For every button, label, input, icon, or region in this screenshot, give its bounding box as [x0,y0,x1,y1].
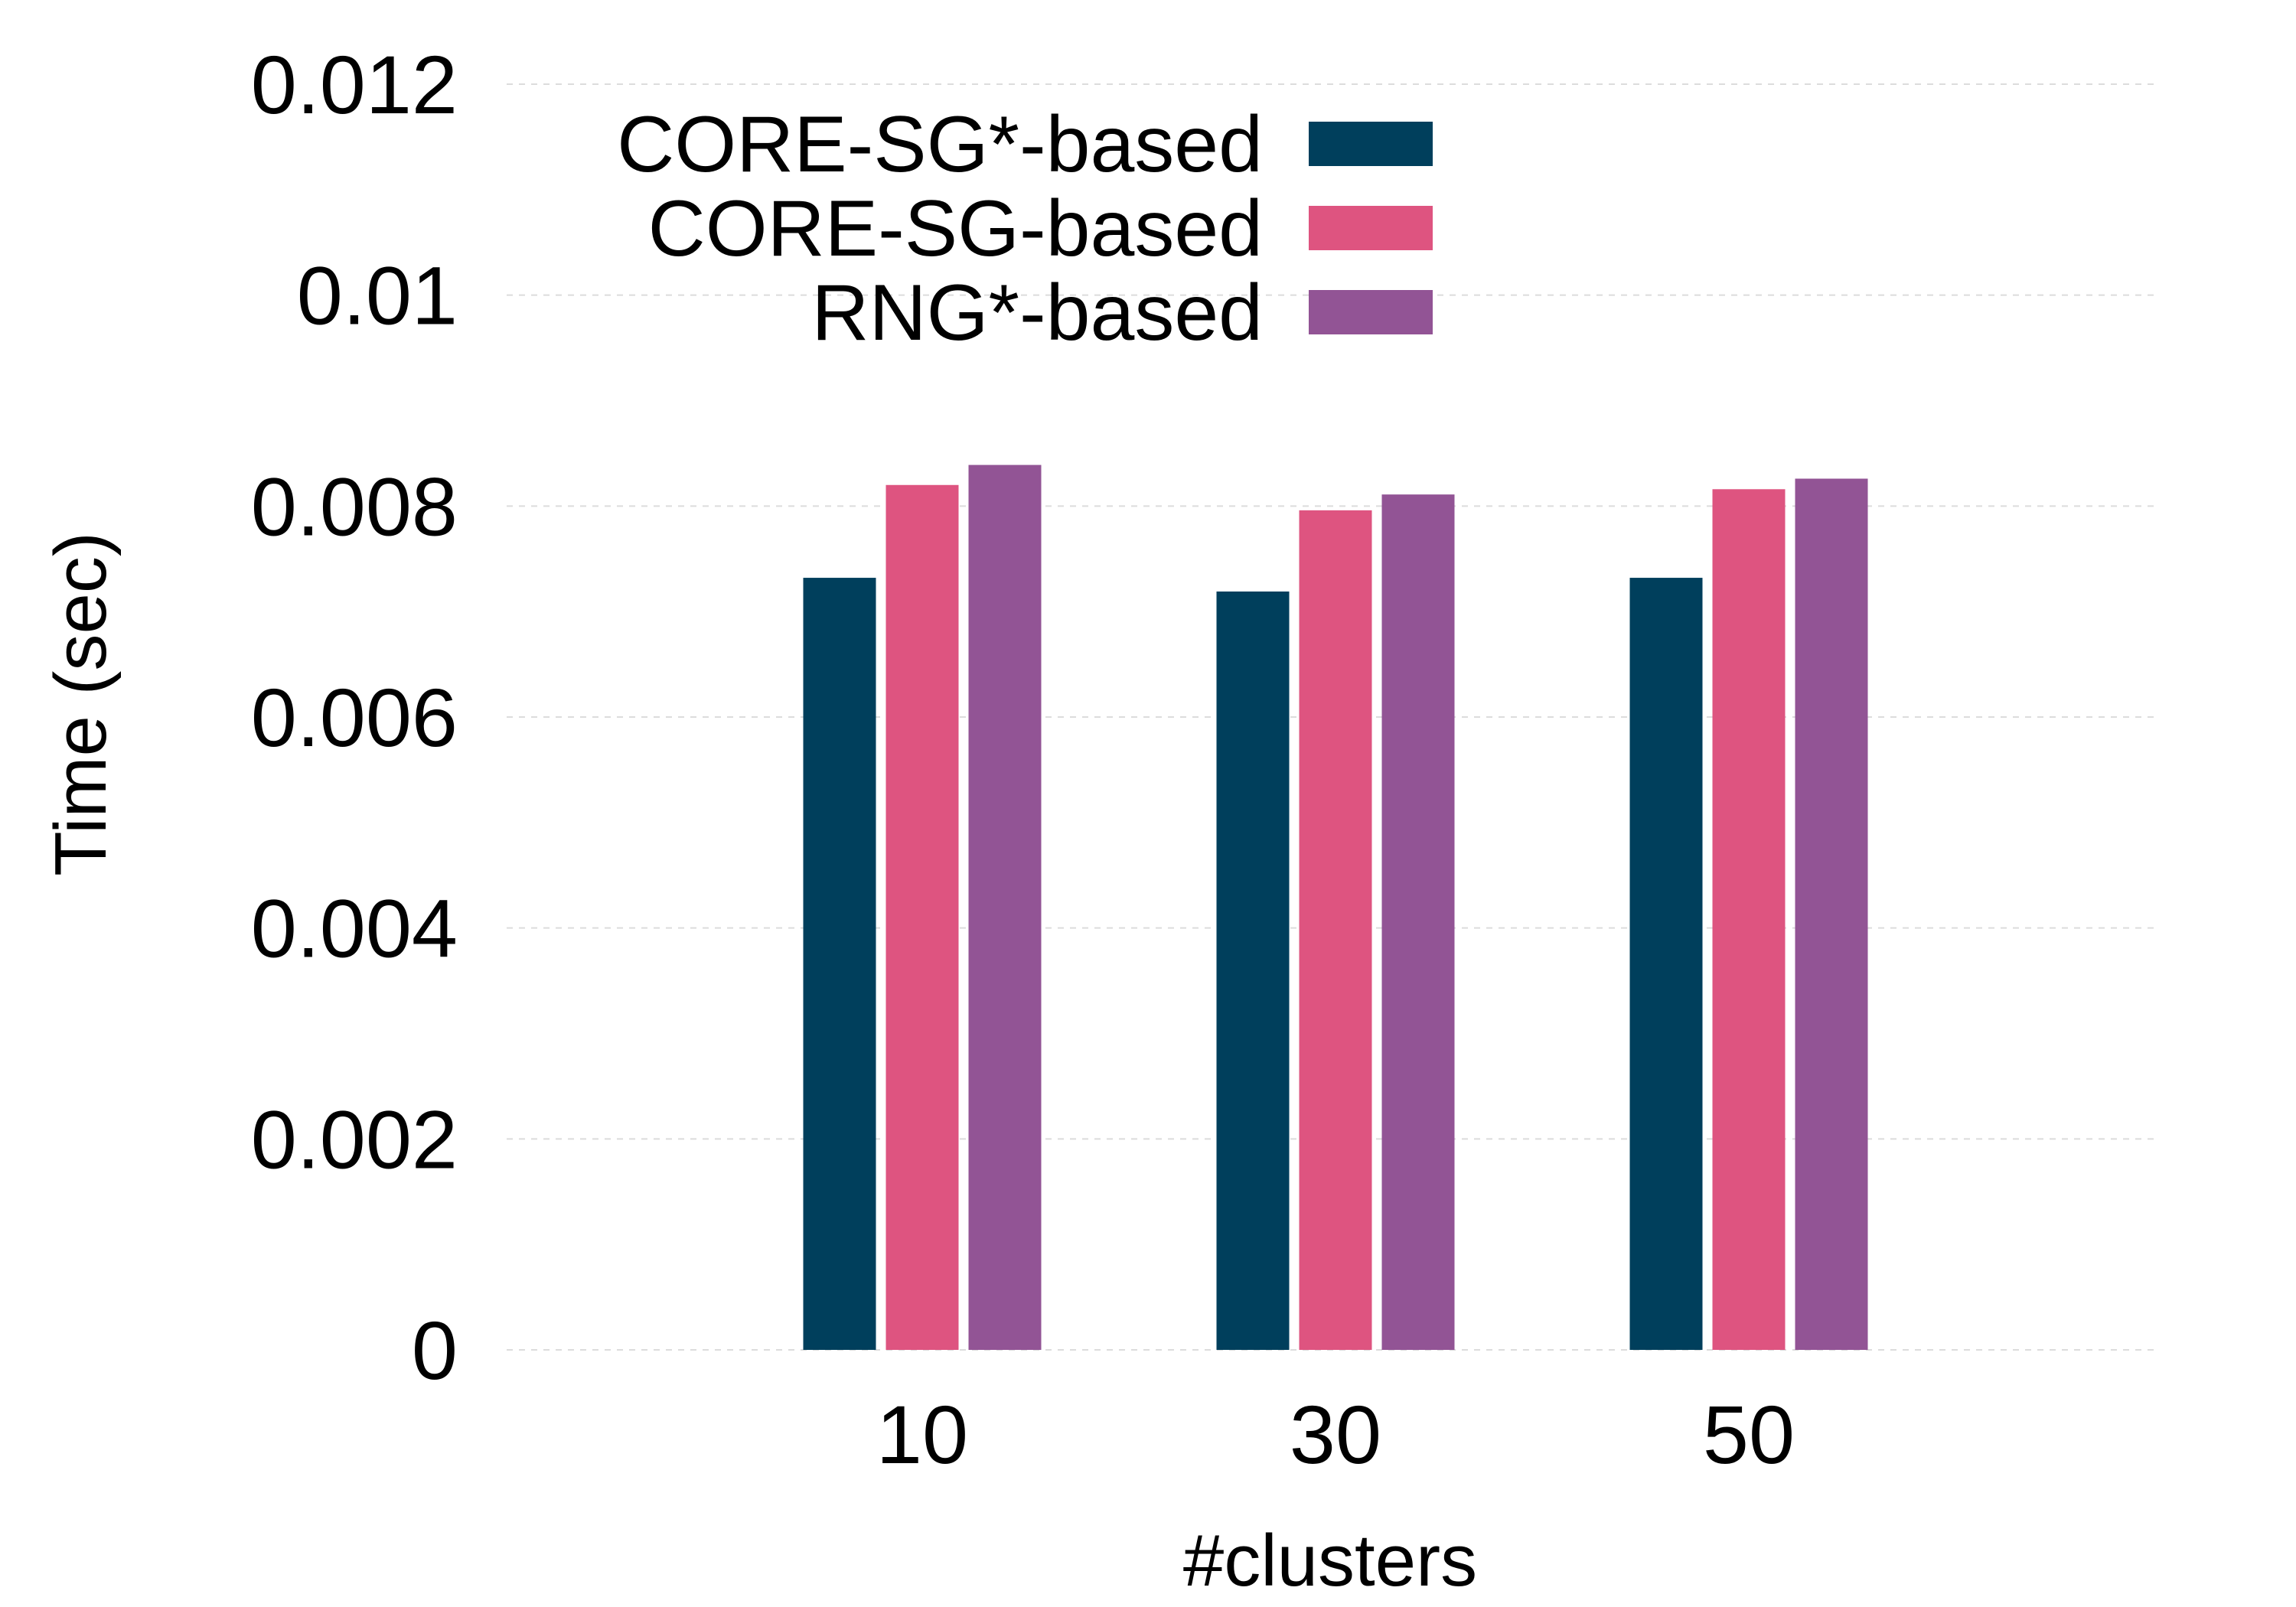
y-tick-label: 0.006 [251,671,458,764]
bar-core-sg-based-50 [1712,489,1786,1350]
bars [803,464,1868,1351]
x-tick-label: 50 [1703,1388,1795,1481]
legend-swatch [1309,290,1433,334]
legend-label: CORE-SG*-based [617,100,1263,189]
x-axis-label: #clusters [1183,1520,1477,1602]
y-axis-label: Time (sec) [40,532,122,876]
x-tick-label: 30 [1290,1388,1381,1481]
y-axis-ticks: 0 0.002 0.004 0.006 0.008 0.01 0.012 [251,38,458,1397]
bar-rng-based-50 [1795,478,1868,1351]
bar-rng-based-30 [1381,494,1455,1351]
bar-core-sg-based-30 [1216,591,1290,1350]
y-tick-label: 0.01 [297,249,458,342]
x-axis-ticks: 10 30 50 [876,1388,1795,1481]
y-tick-label: 0.008 [251,460,458,553]
x-tick-label: 10 [876,1388,968,1481]
bar-core-sg-based-10 [885,484,959,1351]
y-tick-label: 0.004 [251,882,458,975]
legend-item: CORE-SG*-based [617,100,1433,189]
bar-group-10 [803,464,1042,1351]
bar-group-30 [1216,494,1455,1351]
legend-item: RNG*-based [811,269,1433,357]
legend-label: RNG*-based [811,269,1263,357]
bar-core-sg-based-10 [803,578,876,1350]
bar-core-sg-based-50 [1629,578,1703,1350]
bar-core-sg-based-30 [1299,510,1372,1350]
legend-swatch [1309,206,1433,250]
legend-label: CORE-SG-based [648,184,1263,273]
legend-swatch [1309,122,1433,166]
y-tick-label: 0.002 [251,1093,458,1185]
y-tick-label: 0.012 [251,38,458,131]
y-tick-label: 0 [412,1304,458,1397]
legend-item: CORE-SG-based [648,184,1433,273]
bar-group-50 [1629,478,1868,1351]
bar-rng-based-10 [968,464,1042,1350]
